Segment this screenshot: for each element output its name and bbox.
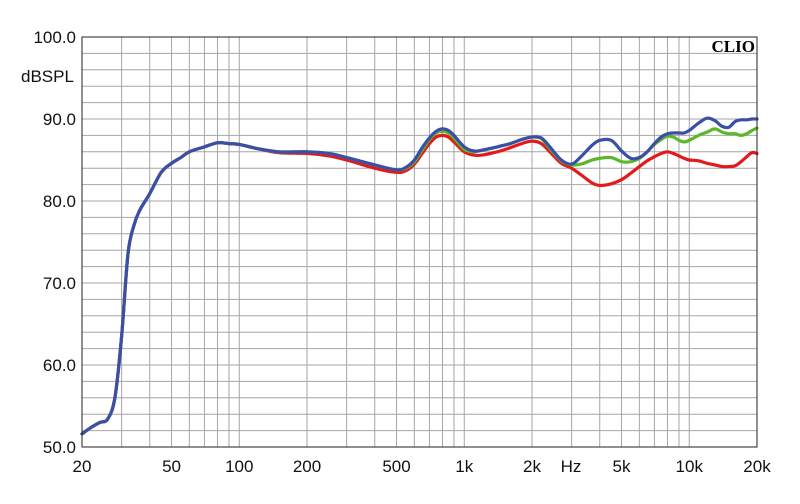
- grid-lines: [82, 37, 757, 447]
- x-tick-label: 50: [162, 457, 181, 476]
- y-tick-label: 60.0: [43, 356, 76, 375]
- y-tick-label: 50.0: [43, 438, 76, 457]
- y-tick-label: 70.0: [43, 274, 76, 293]
- y-tick-labels: 100.0 90.0 80.0 70.0 60.0 50.0: [33, 28, 76, 457]
- y-tick-label: 100.0: [33, 28, 76, 47]
- x-tick-labels: 20 50 100 200 500 1k 2k 5k 10k 20k: [73, 457, 772, 476]
- series-line-1: [80, 133, 759, 436]
- clio-brand-label: CLIO: [712, 37, 755, 56]
- x-tick-label: 500: [382, 457, 410, 476]
- x-tick-label: 200: [293, 457, 321, 476]
- y-tick-label: 90.0: [43, 110, 76, 129]
- x-tick-label: 5k: [613, 457, 631, 476]
- x-tick-label: 20k: [743, 457, 771, 476]
- x-tick-label: 1k: [455, 457, 473, 476]
- plot-frame: [81, 36, 758, 448]
- series-line-2: [80, 126, 759, 436]
- x-tick-label: 2k: [523, 457, 541, 476]
- series-line-3: [80, 116, 759, 436]
- y-tick-label: 80.0: [43, 192, 76, 211]
- x-tick-label: 10k: [676, 457, 704, 476]
- series-lines: [80, 116, 759, 436]
- x-tick-label: 20: [73, 457, 92, 476]
- x-tick-label: 100: [225, 457, 253, 476]
- x-axis-unit-label: Hz: [561, 457, 582, 476]
- y-axis-label: dBSPL: [21, 67, 74, 86]
